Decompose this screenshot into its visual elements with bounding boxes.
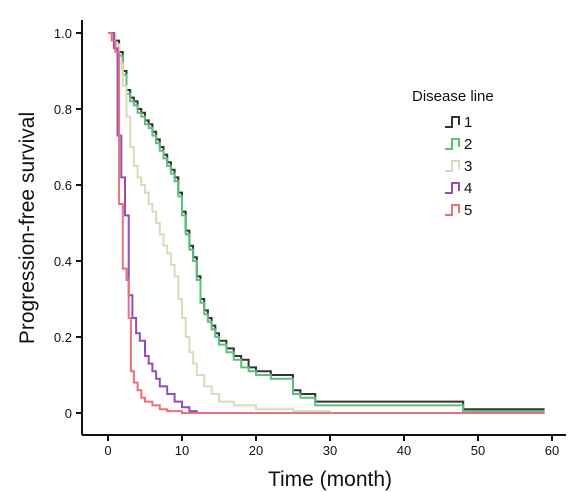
legend-swatch-4: [445, 182, 460, 194]
y-tick-label: 0.4: [54, 254, 72, 269]
legend-items: 1 2 3 4 5: [445, 114, 472, 219]
x-tick-label: 30: [323, 443, 337, 458]
y-ticks: 0 0.2 0.4 0.6 0.8 1.0: [54, 26, 82, 421]
y-axis-title: Progression-free survival: [16, 112, 39, 344]
x-axis-title: Time (month): [268, 468, 392, 491]
x-ticks: 0 10 20 30 40 50 60: [104, 435, 559, 458]
survival-curves: [108, 32, 545, 414]
legend-label-2: 2: [464, 136, 472, 153]
x-tick-label: 50: [471, 443, 485, 458]
x-tick-label: 10: [175, 443, 189, 458]
legend-label-4: 4: [464, 180, 472, 197]
series-line-5: [108, 32, 545, 414]
x-axis: 0 10 20 30 40 50 60: [82, 434, 566, 458]
x-tick-label: 60: [545, 443, 559, 458]
legend-label-3: 3: [464, 158, 472, 175]
y-tick-label: 0.6: [54, 178, 72, 193]
x-tick-label: 0: [104, 443, 111, 458]
y-tick-label: 0: [65, 406, 72, 421]
series-line-3: [108, 32, 545, 414]
legend: Disease line 1 2 3 4 5: [412, 88, 494, 219]
legend-swatch-1: [445, 116, 460, 128]
legend-label-5: 5: [464, 202, 472, 219]
legend-swatch-2: [445, 138, 460, 150]
legend-label-1: 1: [464, 114, 472, 131]
y-axis: 0 0.2 0.4 0.6 0.8 1.0: [54, 20, 83, 435]
legend-swatch-5: [445, 204, 460, 216]
series-line-2: [108, 32, 545, 413]
legend-swatch-3: [445, 160, 460, 172]
series-line-4: [108, 32, 545, 414]
y-tick-label: 0.8: [54, 102, 72, 117]
x-tick-label: 40: [397, 443, 411, 458]
legend-title: Disease line: [412, 88, 494, 105]
x-tick-label: 20: [249, 443, 263, 458]
y-tick-label: 0.2: [54, 330, 72, 345]
y-tick-label: 1.0: [54, 26, 72, 41]
